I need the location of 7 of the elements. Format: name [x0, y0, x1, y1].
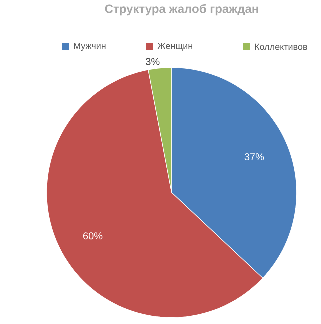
legend-label: Женщин [158, 43, 192, 51]
data-label: 37% [244, 153, 264, 161]
legend-label: Мужчин [74, 42, 106, 52]
data-label: 3% [146, 58, 160, 66]
chart-title: Структура жалоб граждан [105, 4, 258, 16]
legend-label: Коллективов [255, 44, 308, 50]
data-label: 60% [84, 232, 103, 240]
